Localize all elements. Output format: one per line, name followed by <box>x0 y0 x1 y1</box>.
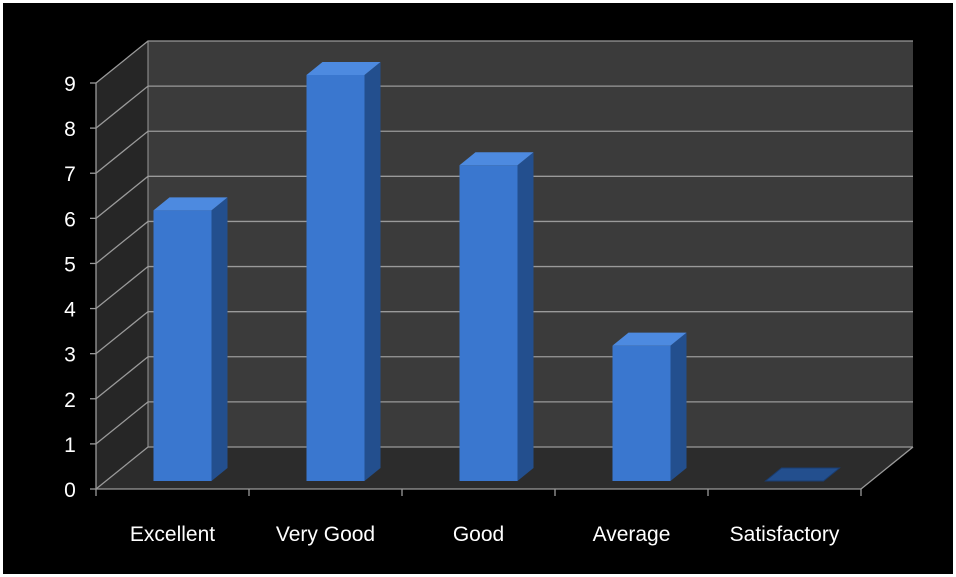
gridlines <box>95 40 913 490</box>
bar-chart: 0 1 2 3 4 5 6 7 8 9 Excellent Very Good Good Average… <box>64 40 914 546</box>
y-tick-labels: 0 1 2 3 4 5 6 7 8 9 <box>64 73 76 502</box>
x-tick-label: Excellent <box>130 523 215 546</box>
y-tick-label: 0 <box>64 479 76 502</box>
bar-top <box>153 197 228 211</box>
bar-front <box>306 75 365 481</box>
bar-front <box>612 345 671 481</box>
bar <box>459 152 534 481</box>
bar-top <box>764 467 841 482</box>
chart-frame: 0 1 2 3 4 5 6 7 8 9 Excellent Very Good Good Average… <box>3 3 953 574</box>
x-tick-labels: Excellent Very Good Good Average Satisfactor… <box>130 523 840 546</box>
bar-side <box>517 152 534 481</box>
bar <box>306 62 381 481</box>
y-tick-label: 2 <box>64 389 76 412</box>
bar <box>153 197 228 482</box>
y-tick-label: 6 <box>64 208 76 231</box>
x-tick-label: Satisfactory <box>730 523 840 546</box>
y-tick-label: 8 <box>64 118 76 141</box>
bars <box>153 62 841 482</box>
y-tick-label: 3 <box>64 344 76 367</box>
bar <box>612 332 687 481</box>
bar-top <box>612 332 687 346</box>
axes <box>90 82 914 496</box>
bar-side <box>211 197 228 482</box>
bar-front <box>459 165 518 481</box>
x-tick-label: Good <box>453 523 504 546</box>
bar-side <box>670 332 687 481</box>
x-tick-label: Very Good <box>276 523 375 546</box>
bar-front <box>153 210 212 482</box>
y-tick-label: 5 <box>64 253 76 276</box>
bar-top <box>306 62 381 75</box>
bar <box>764 467 841 482</box>
y-tick-label: 7 <box>64 163 76 186</box>
y-tick-label: 1 <box>64 434 76 457</box>
side-wall <box>96 41 148 489</box>
bar-side <box>364 62 381 481</box>
floor-edge <box>860 446 914 490</box>
x-tick-label: Average <box>593 523 671 546</box>
bar-top <box>459 152 534 166</box>
y-tick-label: 9 <box>64 73 76 96</box>
y-tick-label: 4 <box>64 299 76 322</box>
